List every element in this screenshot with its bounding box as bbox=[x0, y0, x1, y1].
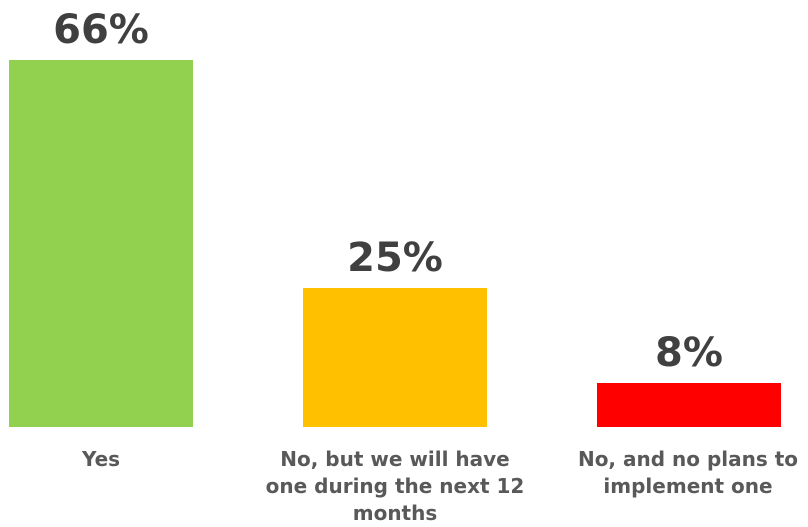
category-label-no-plans: No, and no plans to implement one bbox=[577, 447, 799, 498]
category-label-yes: Yes bbox=[81, 447, 121, 471]
category-label-no-next-12-months: No, but we will have one during the next… bbox=[265, 447, 525, 525]
value-label-no-plans: 8% bbox=[655, 330, 723, 376]
bar-yes bbox=[9, 60, 193, 427]
value-label-no-next-12-months: 25% bbox=[347, 235, 443, 281]
value-label-yes: 66% bbox=[53, 7, 149, 53]
bar-no-plans bbox=[597, 383, 781, 427]
bar-no-next-12-months bbox=[303, 288, 487, 427]
